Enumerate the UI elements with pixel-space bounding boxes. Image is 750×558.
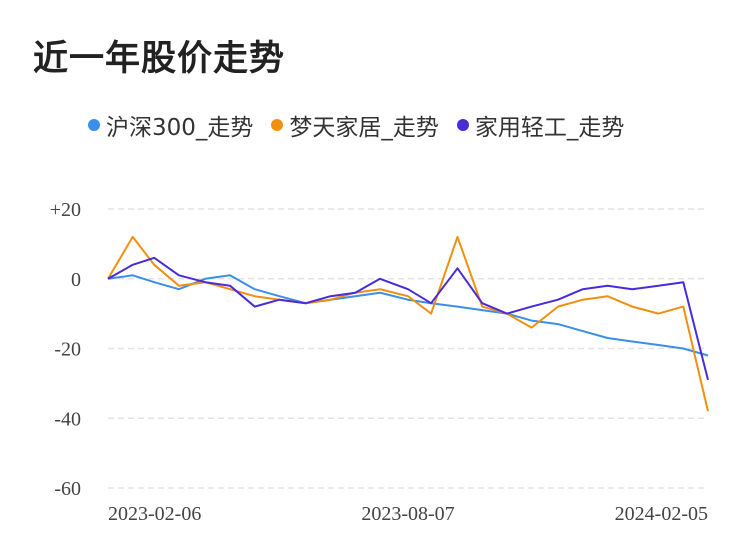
x-axis-ticks: 2023-02-06 2023-08-07 2024-02-05 xyxy=(108,503,708,525)
chart-title: 近一年股价走势 xyxy=(33,39,286,79)
legend-dot-jiayong xyxy=(456,119,469,131)
series-line-0 xyxy=(107,274,709,357)
y-tick-label: +20 xyxy=(50,199,81,221)
series-line-2 xyxy=(107,256,709,381)
legend-item-jiayong[interactable]: 家用轻工_走势 xyxy=(456,108,625,142)
legend-dot-mengtian xyxy=(271,119,284,131)
y-tick-label: -20 xyxy=(54,339,81,361)
legend-dot-hs300 xyxy=(88,119,100,131)
series-line-1 xyxy=(107,235,709,412)
legend-label-jiayong: 家用轻工_走势 xyxy=(474,115,625,141)
x-tick-label: 2023-08-07 xyxy=(361,503,454,525)
x-tick-label: 2023-02-06 xyxy=(108,503,201,525)
x-tick-label: 2024-02-05 xyxy=(615,503,708,525)
legend-item-hs300[interactable]: 沪深300_走势 xyxy=(88,108,253,142)
legend-label-mengtian: 梦天家居_走势 xyxy=(289,115,439,141)
legend: 沪深300_走势 梦天家居_走势 家用轻工_走势 xyxy=(88,108,624,142)
grid-lines xyxy=(108,208,708,489)
y-axis-ticks: +20 0 -20 -40 -60 xyxy=(50,199,81,500)
y-tick-label: 0 xyxy=(71,269,81,291)
y-tick-label: -60 xyxy=(54,478,81,500)
y-tick-label: -40 xyxy=(54,408,81,430)
legend-label-hs300: 沪深300_走势 xyxy=(106,115,254,141)
legend-item-mengtian[interactable]: 梦天家居_走势 xyxy=(271,108,439,142)
series-lines xyxy=(107,235,709,412)
